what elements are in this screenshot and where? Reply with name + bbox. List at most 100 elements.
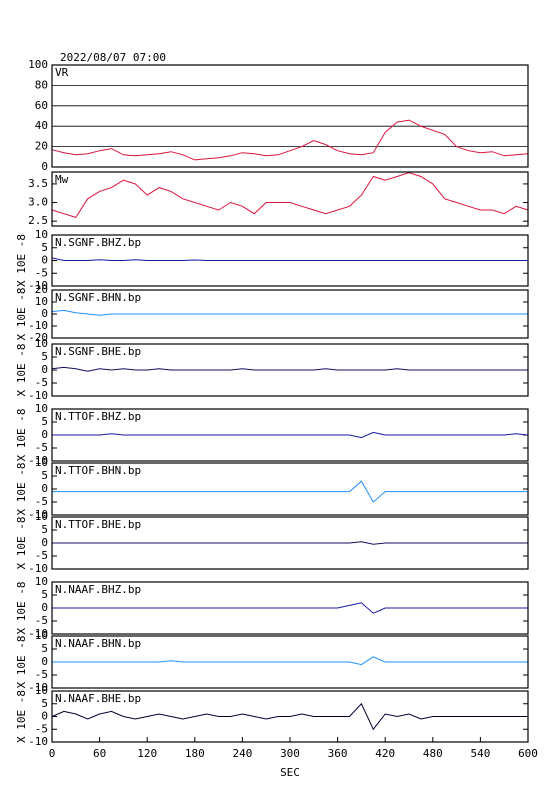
panel-label: N.NAAF.BHZ.bp: [55, 583, 141, 596]
panel-frame: [51, 635, 529, 689]
panel-frame: [51, 171, 529, 227]
y-tick-label: -5: [35, 614, 48, 627]
y-tick-label: -10: [28, 735, 48, 748]
y-tick-label: 10: [35, 684, 48, 697]
data-line: [51, 366, 528, 372]
panel-frame: [51, 289, 529, 339]
y-tick-label: 0: [41, 428, 48, 441]
y-tick-label: 60: [35, 99, 48, 112]
panel-label: Mw: [55, 173, 69, 186]
panel-label: N.SGNF.BHE.bp: [55, 345, 141, 358]
data-line: [52, 602, 528, 614]
y-tick-label: 0: [41, 601, 48, 614]
y-axis-label: X 10E -8: [15, 344, 28, 397]
panel-label: N.TTOF.BHE.bp: [55, 518, 141, 531]
data-line: [52, 480, 528, 503]
x-tick-label: 540: [470, 747, 490, 760]
x-tick-label: 600: [518, 747, 538, 760]
panel-frame: [51, 462, 529, 516]
x-tick-label: 0: [49, 747, 56, 760]
y-tick-label: 0: [41, 710, 48, 723]
y-tick-label: -5: [35, 376, 48, 389]
panel-label: N.NAAF.BHE.bp: [55, 692, 141, 705]
y-tick-label: 0: [41, 363, 48, 376]
y-tick-label: -10: [28, 454, 48, 467]
y-tick-label: 10: [35, 295, 48, 308]
y-axis-label: X 10E -8: [15, 636, 28, 689]
data-line: [51, 172, 529, 218]
x-tick-label: 180: [185, 747, 205, 760]
panel-frame: [51, 581, 529, 635]
y-tick-label: 10: [35, 575, 48, 588]
y-tick-label: -10: [28, 627, 48, 640]
y-tick-label: 5: [41, 469, 48, 482]
y-tick-label: -5: [35, 722, 48, 735]
y-tick-label: 0: [41, 482, 48, 495]
y-axis-label: X 10E -8: [15, 690, 28, 743]
data-line: [52, 431, 529, 439]
y-tick-label: 10: [35, 337, 48, 350]
data-line: [52, 541, 528, 545]
y-tick-label: 80: [35, 78, 48, 91]
y-tick-label: -5: [35, 441, 48, 454]
y-tick-label: -10: [28, 508, 48, 521]
y-axis-label: X 10E -8: [15, 517, 28, 570]
y-tick-label: 10: [35, 456, 48, 469]
panel-label: N.SGNF.BHZ.bp: [55, 236, 141, 249]
x-tick-label: 240: [232, 747, 252, 760]
y-tick-label: 5: [41, 241, 48, 254]
y-tick-label: -10: [28, 681, 48, 694]
y-tick-label: -5: [35, 549, 48, 562]
x-tick-label: 420: [375, 747, 395, 760]
y-tick-label: 0: [41, 307, 48, 320]
y-tick-label: 5: [41, 588, 48, 601]
y-axis-label: X 10E -8: [15, 288, 28, 341]
y-tick-label: 10: [35, 402, 48, 415]
y-tick-label: -5: [35, 266, 48, 279]
y-tick-label: 0: [41, 536, 48, 549]
y-tick-label: 2.5: [28, 214, 48, 227]
panel-label: N.NAAF.BHN.bp: [55, 637, 141, 650]
x-tick-label: 120: [137, 747, 157, 760]
y-tick-label: 10: [35, 629, 48, 642]
panel-frame: [51, 516, 529, 570]
y-tick-label: 0: [41, 655, 48, 668]
x-axis-label: SEC: [280, 766, 300, 779]
y-tick-label: 5: [41, 415, 48, 428]
y-axis-label: X 10E -8: [15, 463, 28, 516]
y-axis-label: X 10E -8: [15, 234, 28, 287]
panel-label: N.TTOF.BHN.bp: [55, 464, 141, 477]
y-tick-label: 5: [41, 697, 48, 710]
chart-title: 2022/08/07 07:00: [60, 51, 166, 64]
y-tick-label: 10: [35, 510, 48, 523]
y-tick-label: 5: [41, 642, 48, 655]
y-tick-label: 20: [35, 140, 48, 153]
y-tick-label: 3.0: [28, 196, 48, 209]
y-tick-label: -20: [28, 331, 48, 344]
y-tick-label: 5: [41, 523, 48, 536]
data-line: [51, 119, 529, 161]
data-line: [51, 309, 528, 316]
y-tick-label: -10: [28, 562, 48, 575]
panel-frame: [51, 64, 529, 168]
y-axis-label: X 10E -8: [15, 582, 28, 635]
y-tick-label: 3.5: [28, 177, 48, 190]
data-line: [52, 656, 528, 666]
y-tick-label: 0: [41, 160, 48, 173]
y-tick-label: 20: [35, 283, 48, 296]
panel-frame: [51, 234, 529, 287]
y-tick-label: -5: [35, 668, 48, 681]
y-tick-label: 40: [35, 119, 48, 132]
panel-label: N.TTOF.BHZ.bp: [55, 410, 141, 423]
y-tick-label: 10: [35, 228, 48, 241]
y-axis-label: X 10E -8: [15, 409, 28, 462]
y-tick-label: 100: [28, 58, 48, 71]
y-tick-label: 0: [41, 254, 48, 267]
panel-frame: [51, 343, 529, 397]
x-tick-label: 360: [328, 747, 348, 760]
y-tick-label: 5: [41, 350, 48, 363]
panel-frame: [51, 408, 529, 462]
panel-label: N.SGNF.BHN.bp: [55, 291, 141, 304]
y-tick-label: -10: [28, 389, 48, 402]
